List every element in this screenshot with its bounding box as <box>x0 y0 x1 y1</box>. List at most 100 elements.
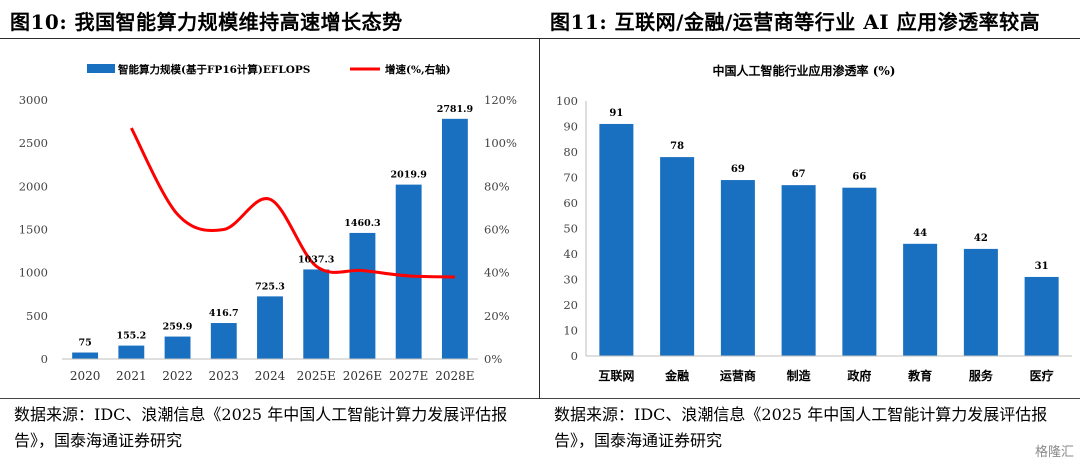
watermark-logo: 格隆汇 <box>1034 445 1074 460</box>
x-tick-label: 金融 <box>664 368 689 383</box>
y-tick-label: 10 <box>563 324 578 338</box>
bar <box>441 118 468 359</box>
y2-tick-label: 100% <box>484 136 517 150</box>
y-tick-label: 50 <box>563 222 578 236</box>
bar-value-label: 1037.3 <box>298 254 334 265</box>
x-tick-label: 政府 <box>847 368 871 383</box>
y-tick-label: 70 <box>563 171 578 185</box>
compute-scale-chart: 智能算力规模(基于FP16计算)EFLOPS 增速(%,右轴) 0 500 1000… <box>19 63 517 383</box>
industry-penetration-chart: 中国人工智能行业应用渗透率 (%) 0 10 20 30 40 50 60 70 80 90 100… <box>556 63 1072 383</box>
y-tick-label: 30 <box>563 273 578 287</box>
bar <box>1024 276 1059 356</box>
y-tick-label: 20 <box>563 298 578 312</box>
bar-value-label: 155.2 <box>116 331 146 342</box>
bottom-rule <box>0 398 540 399</box>
x-tick-label: 互联网 <box>598 369 634 383</box>
bar-value-label: 2781.9 <box>437 104 474 115</box>
panel-divider <box>539 38 540 399</box>
bar <box>395 184 422 359</box>
top-rule <box>0 38 540 39</box>
bar-value-label: 78 <box>670 141 684 152</box>
x-tick-label: 服务 <box>969 368 994 383</box>
chart-title: 中国人工智能行业应用渗透率 (%) <box>713 63 896 78</box>
bar <box>303 269 330 359</box>
bar-value-label: 42 <box>974 233 988 244</box>
y-axis-left: 0 500 1000 1500 2000 2500 3000 <box>19 93 48 366</box>
figure-10-title: 图10: 我国智能算力规模维持高速增长态势 <box>10 10 403 34</box>
y-tick-label: 1500 <box>19 223 48 237</box>
bar <box>257 296 283 359</box>
y-tick-label: 40 <box>563 247 578 261</box>
bar-value-label: 91 <box>609 108 623 119</box>
bar <box>349 232 376 359</box>
x-tick-label: 2024 <box>255 369 286 383</box>
x-tick-label: 教育 <box>907 368 932 383</box>
y-tick-label: 80 <box>563 145 578 159</box>
bar <box>903 243 938 356</box>
y-axis-right: 0% 20% 40% 60% 80% 100% 120% <box>484 93 517 366</box>
x-tick-label: 医疗 <box>1030 368 1054 383</box>
figure-10-source: 数据来源：IDC、浪潮信息《2025 年中国人工智能计算力发展评估报告》，国泰海… <box>14 405 508 450</box>
y-tick-label: 3000 <box>19 93 48 107</box>
y2-tick-label: 60% <box>484 223 510 237</box>
bar <box>599 123 634 356</box>
y2-tick-label: 80% <box>484 179 510 193</box>
x-axis: 2020 2021 2022 2023 2024 2025E 2026E 2027E 2028E <box>62 358 478 383</box>
bar-data-labels: 91 78 69 67 66 44 42 31 <box>609 108 1048 272</box>
y-tick-label: 0 <box>41 352 48 366</box>
growth-line-series <box>130 127 455 279</box>
y-tick-label: 2000 <box>19 179 48 193</box>
figure-10-panel: 图10: 我国智能算力规模维持高速增长态势 智能算力规模(基于FP16计算)EF… <box>0 10 540 450</box>
y-tick-label: 0 <box>571 349 578 363</box>
bar <box>720 180 755 356</box>
x-tick-label: 2028E <box>435 369 474 383</box>
bar-value-label: 69 <box>731 164 745 175</box>
x-tick-label: 2027E <box>389 369 428 383</box>
bar-value-label: 1460.3 <box>344 218 380 229</box>
y-tick-label: 60 <box>563 196 578 210</box>
x-tick-label: 运营商 <box>720 368 756 383</box>
bar <box>660 157 695 356</box>
bar-value-label: 31 <box>1035 261 1049 272</box>
bar <box>842 187 877 356</box>
bar <box>210 323 237 359</box>
legend-bar-swatch <box>87 64 115 73</box>
x-tick-label: 制造 <box>787 368 812 383</box>
bar-value-label: 44 <box>913 228 927 239</box>
bar-value-label: 416.7 <box>209 308 239 319</box>
x-tick-label: 2026E <box>343 369 382 383</box>
legend: 智能算力规模(基于FP16计算)EFLOPS 增速(%,右轴) <box>87 63 451 76</box>
figure-11-title: 图11: 互联网/金融/运营商等行业 AI 应用渗透率较高 <box>550 10 1041 34</box>
y-tick-label: 500 <box>26 309 48 323</box>
figure-11-panel: 图11: 互联网/金融/运营商等行业 AI 应用渗透率较高 中国人工智能行业应用… <box>540 0 1080 464</box>
bar <box>118 345 145 359</box>
x-tick-label: 2021 <box>116 369 147 383</box>
x-tick-label: 2025E <box>297 369 336 383</box>
x-tick-label: 2023 <box>209 369 240 383</box>
y-axis: 0 10 20 30 40 50 60 70 80 90 100 <box>556 94 587 363</box>
bar-value-label: 259.9 <box>163 322 193 333</box>
y2-tick-label: 20% <box>484 309 510 323</box>
x-tick-label: 2020 <box>70 369 101 383</box>
x-axis: 互联网 金融 运营商 制造 政府 教育 服务 医疗 <box>586 355 1072 383</box>
bar-value-label: 75 <box>78 338 91 349</box>
bar-value-label: 725.3 <box>255 281 285 292</box>
y-tick-label: 2500 <box>19 136 48 150</box>
y-tick-label: 90 <box>563 120 578 134</box>
bar-value-label: 67 <box>792 169 806 180</box>
bar <box>781 185 816 356</box>
growth-line <box>130 127 455 279</box>
top-rule <box>540 38 1080 39</box>
legend-line-label: 增速(%,右轴) <box>385 63 451 76</box>
y2-tick-label: 40% <box>484 266 510 280</box>
y-tick-label: 100 <box>556 94 578 108</box>
bar-value-label: 2019.9 <box>390 170 427 181</box>
x-tick-label: 2022 <box>162 369 193 383</box>
bar-value-label: 66 <box>852 172 866 183</box>
y2-tick-label: 0% <box>484 352 502 366</box>
figure-11-source: 数据来源：IDC、浪潮信息《2025 年中国人工智能计算力发展评估报告》，国泰海… <box>554 405 1048 450</box>
bar <box>72 352 99 359</box>
bar-series <box>72 118 468 359</box>
bar-data-labels: 75 155.2 259.9 416.7 725.3 1037.3 1460.3 2019.9… <box>78 104 473 349</box>
bar-series <box>599 123 1059 356</box>
